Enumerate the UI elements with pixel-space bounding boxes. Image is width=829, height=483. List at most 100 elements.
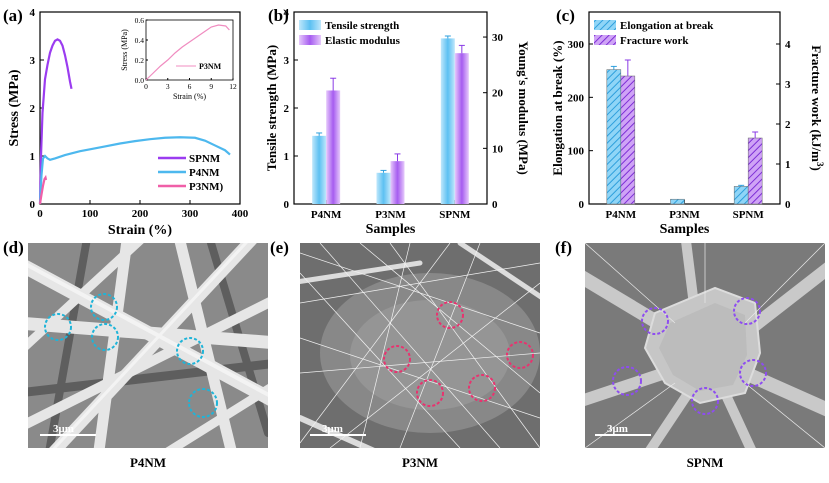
bar-0-1 [376,172,391,204]
bar-0-0 [606,69,622,205]
inset-y-tick-label: 0.0 [135,76,145,85]
y-tick-label: 4 [284,7,290,19]
y-tick-label: 0 [30,199,36,211]
bar-0-2 [733,186,749,205]
y-axis-title: Elongation at break (%) [550,40,565,175]
caption-p3nm: P3NM [401,455,439,470]
bar-0-2 [440,38,455,205]
series-line-2 [38,174,48,205]
bar-0-0 [312,135,327,204]
y-tick-label: 0 [284,199,290,211]
inset-x-tick-label: 9 [209,82,213,91]
y2-axis-title-superscript: 3 [815,162,825,167]
y-tick-label: 3 [30,55,36,67]
y-tick-label: 1 [30,151,36,163]
x-tick-label: P3NM [375,209,406,221]
x-tick-label: SPNM [439,209,471,221]
spider-web-picture: 3μm [585,243,825,448]
inset-x-tick-label: 6 [188,82,192,91]
legend-label-0: SPNM [189,153,221,165]
x-tick-label: P4NM [606,209,637,221]
y-tick-label: 1 [284,151,290,163]
legend-label-0: Elongation at break [620,20,714,32]
panel-label-c: (c) [556,6,575,25]
caption-p4nm: P4NM [129,455,167,470]
panel-label-f: (f) [555,238,572,257]
y2-tick-label: 30 [492,32,504,44]
x-axis-title: Samples [366,222,416,237]
y2-tick-label: 0 [785,199,791,211]
y2-tick-label: 1 [785,159,791,171]
elongation-fracture-chart: 0 100 200 300 0 1 2 3 4 P4NM P3NM SPNM Samples Elonga… [550,11,825,237]
y2-tick-label: 10 [492,143,504,155]
y-tick-label: 0 [579,199,585,211]
bar-1-2 [747,137,763,205]
legend-swatch-1 [299,35,321,45]
sem-image-spnm: 3μm [585,243,825,448]
series-line-0 [38,38,73,205]
panel-label-b: (b) [268,6,289,25]
inset-legend-label: P3NM [199,62,222,71]
x-tick-label: 200 [132,208,149,220]
panel-label-d: (d) [3,238,24,257]
legend-label-1: Elastic modulus [325,35,401,47]
inset-y-tick-label: 0.2 [135,56,145,65]
y2-tick-label: 4 [785,39,791,51]
y-tick-label: 2 [284,103,290,115]
series-line-1 [38,136,231,205]
x-tick-label: 0 [37,208,43,220]
inset-x-tick-label: 12 [229,82,237,91]
bar-1-1 [390,161,405,204]
inset-y-tick-label: 0.6 [135,16,145,25]
y2-axis-title-end: ) [809,166,824,170]
bar-1-0 [620,75,636,205]
tensile-modulus-chart: 0 1 2 3 4 0 10 20 30 P4NM P3NM SPNM Samples Tensile s… [264,7,531,237]
inset-y-axis-title: Stress (MPa) [120,29,129,71]
y2-tick-label: 0 [492,199,498,211]
panel-label-a: (a) [3,6,23,25]
x-axis-title: Samples [660,222,710,237]
y2-tick-label: 20 [492,88,504,100]
x-tick-label: 300 [182,208,199,220]
y2-axis-title: Fracture work (kJ/m3) [809,45,825,171]
bar-0-1 [670,198,685,205]
fiber-network-picture: 3μm [28,243,268,448]
y-tick-label: 3 [284,55,290,67]
scale-bar-label-f: 3μm [607,423,628,435]
caption-spnm: SPNM [686,455,724,470]
y-tick-label: 4 [30,7,36,19]
scale-bar-label-d: 3μm [53,423,74,435]
bar-1-0 [326,90,341,204]
legend-swatch-0 [594,20,616,30]
scale-bar-label-e: 3μm [322,423,343,435]
inset-series-line [145,24,230,81]
sem-image-p3nm: 3μm [300,243,540,448]
y-axis-title: Tensile strength (MPa) [264,45,279,171]
y2-tick-label: 3 [785,79,791,91]
sem-image-p4nm: 3μm [28,243,268,448]
inset-x-tick-label: 3 [166,82,170,91]
legend-label-2: P3NM) [189,181,224,193]
y-tick-label: 2 [30,103,36,115]
x-tick-label: 100 [82,208,99,220]
inset-x-axis-title: Strain (%) [173,92,206,101]
x-axis-title: Strain (%) [108,223,173,238]
y-tick-label: 200 [568,92,585,104]
y2-tick-label: 2 [785,119,791,131]
y-tick-label: 100 [568,146,585,158]
legend-swatch-0 [299,20,321,30]
legend-swatch-1 [594,35,616,45]
panel-label-e: (e) [270,238,289,257]
x-tick-label: 400 [232,208,249,220]
inset-x-tick-label: 0 [144,82,148,91]
inset-y-tick-label: 0.4 [135,36,145,45]
x-tick-label: SPNM [733,209,765,221]
y2-axis-title: Young's modulus (MPa) [516,41,531,175]
y-tick-label: 300 [568,39,585,51]
bar-1-2 [454,53,469,204]
legend-label-1: P4NM [189,167,220,179]
x-tick-label: P3NM [669,209,700,221]
inset-frame [145,19,234,81]
nanonet-picture: 3μm [300,243,540,448]
